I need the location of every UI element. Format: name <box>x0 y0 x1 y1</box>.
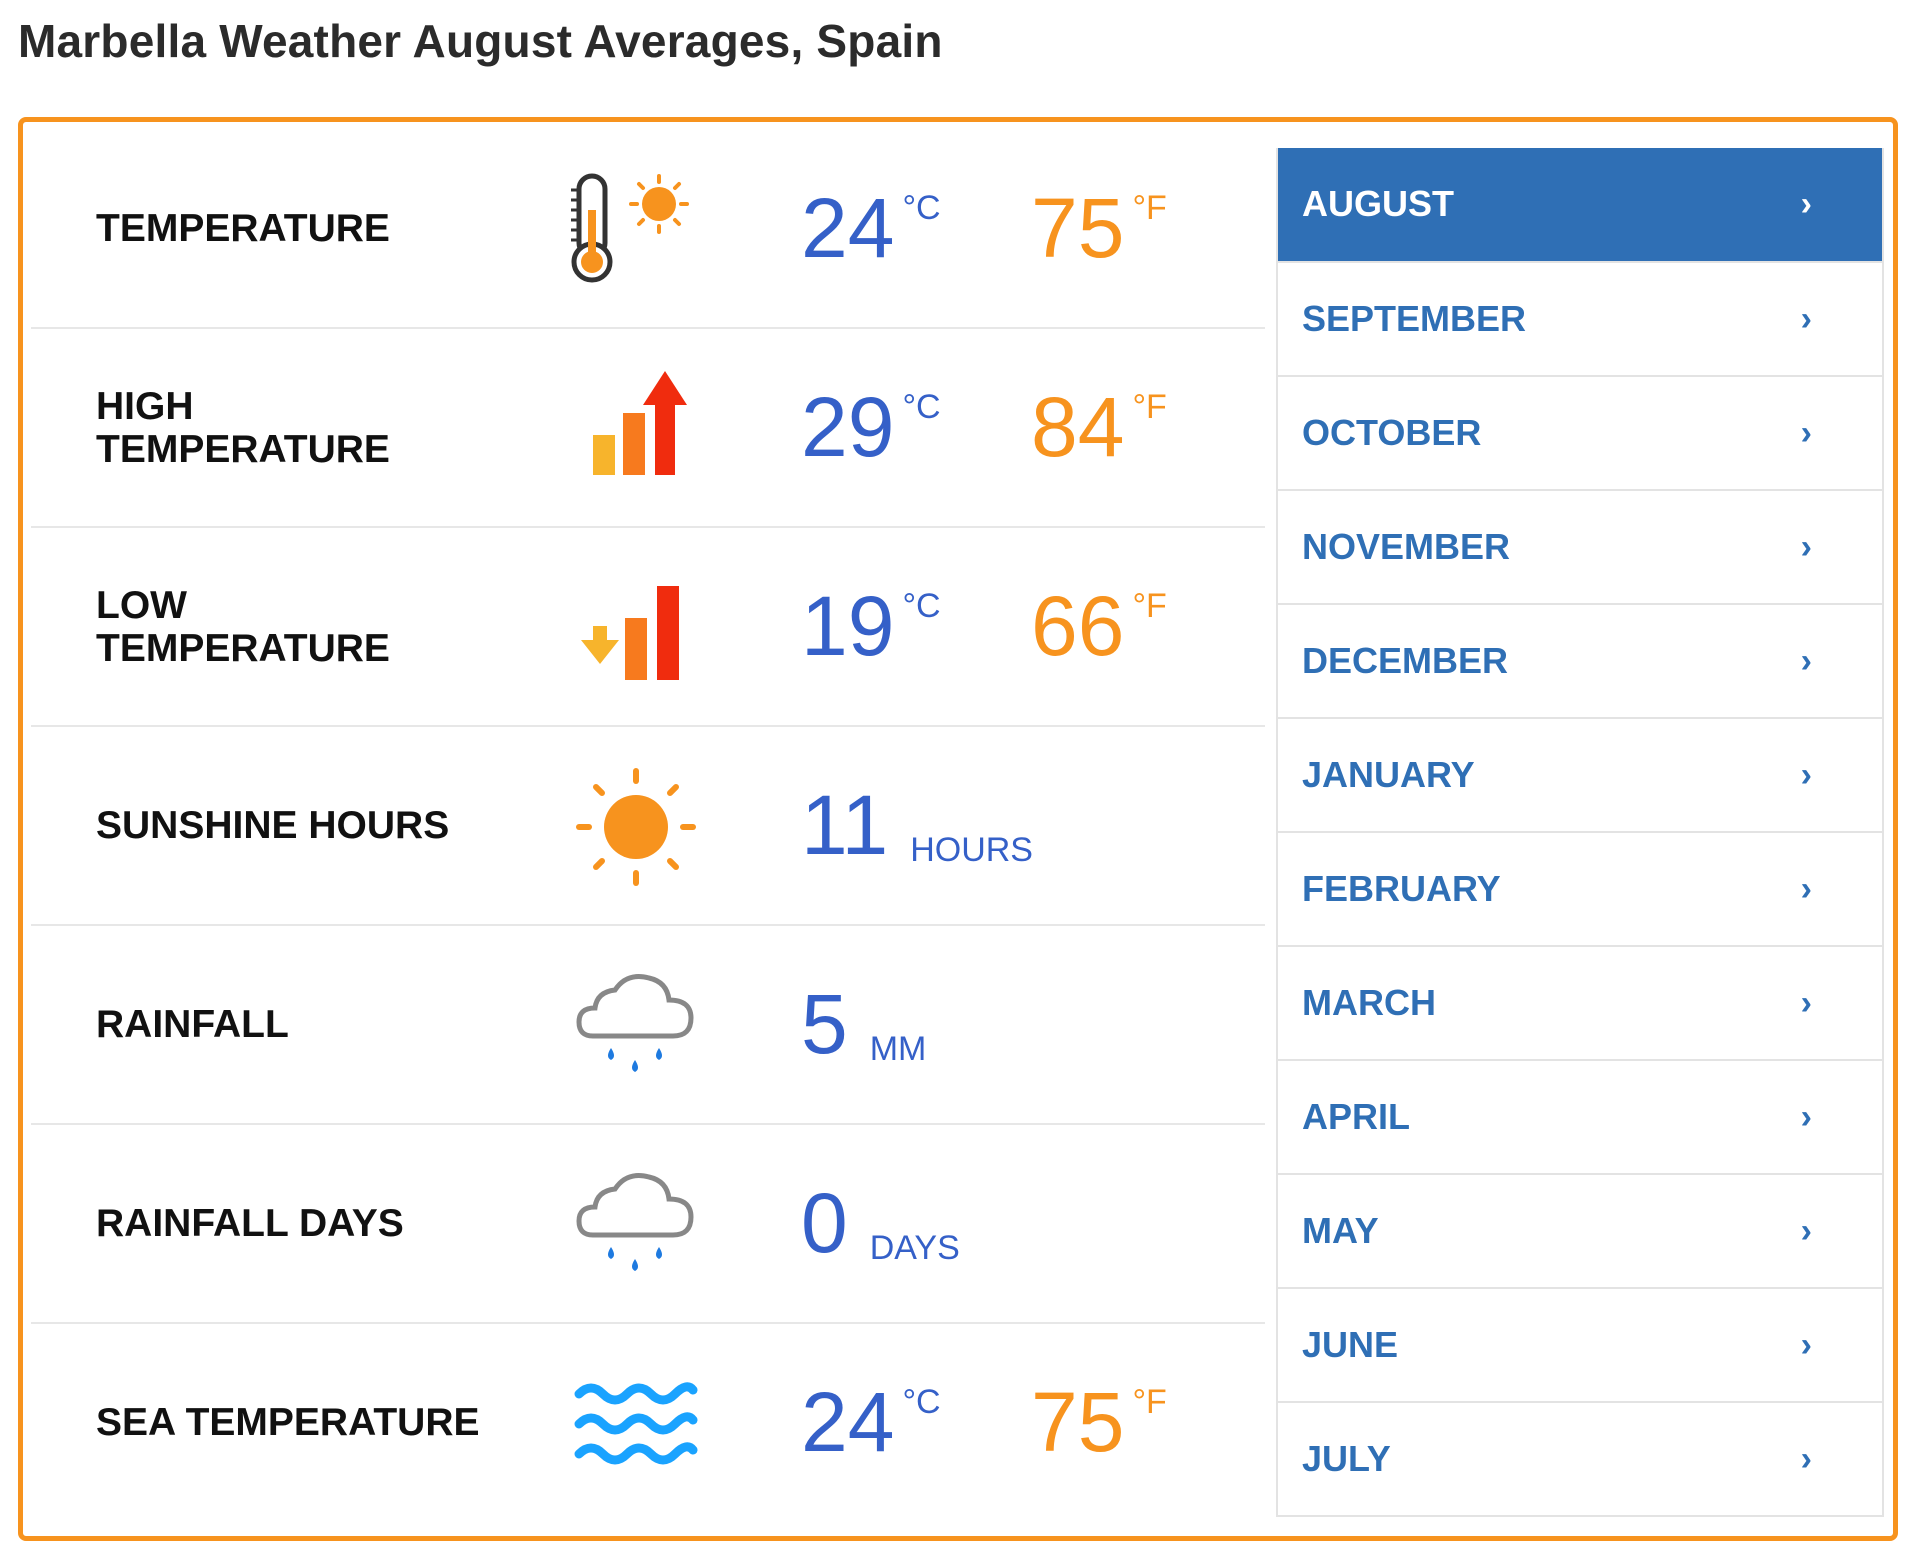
row-low-temperature: LOW TEMPERATURE 19 °C 66 °F <box>31 528 1265 727</box>
row-rainfall: RAINFALL 5 MM <box>31 926 1265 1125</box>
row-sunshine-hours: SUNSHINE HOURS 11 HOURS <box>31 727 1265 926</box>
rain-cloud-icon <box>571 1165 701 1285</box>
chevron-right-icon: › <box>1800 756 1812 794</box>
chevron-right-icon: › <box>1800 528 1812 566</box>
row-label: SEA TEMPERATURE <box>96 1401 480 1444</box>
month-item-january[interactable]: JANUARY › <box>1278 717 1882 831</box>
month-label: FEBRUARY <box>1302 868 1501 909</box>
temperature-fahrenheit: 75 °F <box>1031 181 1167 275</box>
month-label: NOVEMBER <box>1302 526 1511 567</box>
row-sea-temperature: SEA TEMPERATURE 24 °C 75 °F <box>31 1324 1265 1521</box>
chevron-right-icon: › <box>1800 984 1812 1022</box>
low-temperature-celsius: 19 °C <box>801 579 941 673</box>
high-temperature-fahrenheit: 84 °F <box>1031 380 1167 474</box>
chevron-right-icon: › <box>1800 1212 1812 1250</box>
chevron-right-icon: › <box>1800 414 1812 452</box>
row-temperature: TEMPERATURE <box>31 130 1265 329</box>
month-item-may[interactable]: MAY › <box>1278 1173 1882 1287</box>
chevron-right-icon: › <box>1800 185 1812 223</box>
month-label: AUGUST <box>1302 183 1454 224</box>
high-temperature-celsius: 29 °C <box>801 380 941 474</box>
month-item-march[interactable]: MARCH › <box>1278 945 1882 1059</box>
chevron-right-icon: › <box>1800 870 1812 908</box>
temperature-celsius: 24 °C <box>801 181 941 275</box>
high-temperature-icon <box>571 369 701 489</box>
month-label: APRIL <box>1302 1096 1410 1137</box>
month-label: JUNE <box>1302 1324 1399 1365</box>
sea-temperature-fahrenheit: 75 °F <box>1031 1375 1167 1469</box>
month-item-july[interactable]: JULY › <box>1278 1401 1882 1515</box>
row-label: TEMPERATURE <box>96 207 390 250</box>
low-temperature-icon <box>571 568 701 688</box>
chevron-right-icon: › <box>1800 1326 1812 1364</box>
rainfall-days-value: 0 DAYS <box>801 1176 960 1270</box>
month-item-june[interactable]: JUNE › <box>1278 1287 1882 1401</box>
rainfall-value: 5 MM <box>801 977 927 1071</box>
row-label: RAINFALL DAYS <box>96 1202 404 1245</box>
chevron-right-icon: › <box>1800 642 1812 680</box>
month-label: JULY <box>1302 1438 1391 1479</box>
low-temperature-fahrenheit: 66 °F <box>1031 579 1167 673</box>
rain-cloud-icon <box>571 966 701 1086</box>
thermometer-sun-icon <box>571 170 701 290</box>
month-item-april[interactable]: APRIL › <box>1278 1059 1882 1173</box>
month-label: DECEMBER <box>1302 640 1509 681</box>
sea-temperature-celsius: 24 °C <box>801 1375 941 1469</box>
waves-icon <box>571 1364 701 1484</box>
chevron-right-icon: › <box>1800 1098 1812 1136</box>
row-rainfall-days: RAINFALL DAYS 0 DAYS <box>31 1125 1265 1324</box>
weather-card: TEMPERATURE <box>18 117 1898 1541</box>
month-label: OCTOBER <box>1302 412 1482 453</box>
sunshine-hours-value: 11 HOURS <box>801 778 1033 872</box>
month-label: MAY <box>1302 1210 1379 1251</box>
stats-table: TEMPERATURE <box>31 130 1265 1521</box>
month-label: JANUARY <box>1302 754 1475 795</box>
month-item-february[interactable]: FEBRUARY › <box>1278 831 1882 945</box>
chevron-right-icon: › <box>1800 1440 1812 1478</box>
sun-icon <box>571 767 701 887</box>
row-label: SUNSHINE HOURS <box>96 804 450 847</box>
month-label: MARCH <box>1302 982 1436 1023</box>
month-item-november[interactable]: NOVEMBER › <box>1278 489 1882 603</box>
month-item-august[interactable]: AUGUST › <box>1278 148 1882 261</box>
row-label: LOW TEMPERATURE <box>96 583 390 670</box>
month-item-december[interactable]: DECEMBER › <box>1278 603 1882 717</box>
row-label: HIGH TEMPERATURE <box>96 384 390 471</box>
row-high-temperature: HIGH TEMPERATURE 29 °C 84 °F <box>31 329 1265 528</box>
month-label: SEPTEMBER <box>1302 298 1527 339</box>
month-item-september[interactable]: SEPTEMBER › <box>1278 261 1882 375</box>
row-label: RAINFALL <box>96 1003 289 1046</box>
page-title: Marbella Weather August Averages, Spain <box>18 15 943 67</box>
month-item-october[interactable]: OCTOBER › <box>1278 375 1882 489</box>
chevron-right-icon: › <box>1800 300 1812 338</box>
month-nav: AUGUST › SEPTEMBER › OCTOBER › NOVEMBER … <box>1276 148 1884 1517</box>
